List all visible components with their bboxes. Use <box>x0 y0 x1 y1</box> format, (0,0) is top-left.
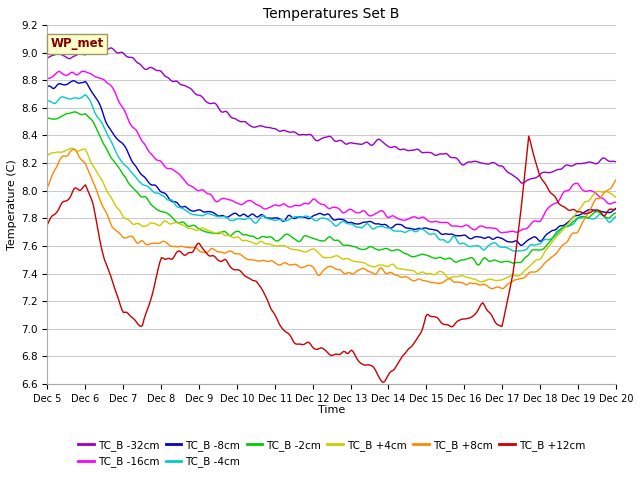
TC_B -2cm <box>243 232 251 238</box>
TC_B -2cm <box>612 210 620 216</box>
TC_B -8cm <box>44 84 51 89</box>
TC_B -8cm <box>243 214 251 219</box>
TC_B +8cm <box>488 286 496 291</box>
TC_B +8cm <box>294 263 301 268</box>
TC_B -2cm <box>115 165 122 170</box>
TC_B -2cm <box>214 230 222 236</box>
TC_B +12cm <box>525 133 532 139</box>
TC_B -8cm <box>517 242 525 248</box>
TC_B -4cm <box>234 216 241 222</box>
Line: TC_B -8cm: TC_B -8cm <box>47 81 616 245</box>
TC_B +12cm <box>241 274 249 279</box>
TC_B -32cm <box>243 120 251 126</box>
TC_B +8cm <box>214 249 222 255</box>
TC_B -2cm <box>584 215 591 221</box>
TC_B +8cm <box>243 256 251 262</box>
TC_B -4cm <box>214 214 222 220</box>
TC_B +12cm <box>232 267 240 273</box>
TC_B +12cm <box>584 210 591 216</box>
TC_B -16cm <box>243 198 251 204</box>
TC_B +8cm <box>70 146 78 152</box>
TC_B -4cm <box>511 248 518 254</box>
TC_B +8cm <box>584 212 591 217</box>
TC_B +4cm <box>115 206 122 212</box>
TC_B -4cm <box>115 155 122 160</box>
TC_B -4cm <box>243 216 251 221</box>
X-axis label: Time: Time <box>318 405 345 415</box>
TC_B -8cm <box>612 205 620 211</box>
TC_B -4cm <box>612 214 620 219</box>
TC_B -16cm <box>44 75 51 81</box>
TC_B -8cm <box>69 78 77 84</box>
TC_B -16cm <box>214 198 222 204</box>
TC_B -32cm <box>294 131 301 137</box>
Y-axis label: Temperature (C): Temperature (C) <box>7 159 17 250</box>
TC_B -32cm <box>518 180 526 186</box>
Line: TC_B -16cm: TC_B -16cm <box>47 71 616 233</box>
TC_B -32cm <box>584 159 591 165</box>
Line: TC_B -32cm: TC_B -32cm <box>47 48 616 183</box>
TC_B +4cm <box>44 153 51 158</box>
TC_B +8cm <box>612 177 620 183</box>
TC_B -32cm <box>115 50 122 56</box>
TC_B +12cm <box>44 221 51 227</box>
TC_B -4cm <box>44 98 51 104</box>
TC_B -32cm <box>612 159 620 165</box>
TC_B +12cm <box>292 341 300 347</box>
TC_B +4cm <box>243 238 251 243</box>
TC_B -32cm <box>94 45 102 50</box>
TC_B -16cm <box>584 188 591 194</box>
TC_B +12cm <box>213 256 221 262</box>
TC_B -2cm <box>44 116 51 121</box>
TC_B -8cm <box>115 138 122 144</box>
TC_B -16cm <box>115 98 122 104</box>
TC_B -2cm <box>234 228 241 234</box>
TC_B +4cm <box>214 229 222 235</box>
TC_B +8cm <box>115 230 122 236</box>
TC_B -4cm <box>584 215 591 220</box>
Line: TC_B -2cm: TC_B -2cm <box>47 112 616 265</box>
TC_B +4cm <box>584 199 591 204</box>
Text: WP_met: WP_met <box>51 37 104 50</box>
TC_B -16cm <box>498 230 506 236</box>
TC_B -4cm <box>294 214 301 220</box>
TC_B -4cm <box>82 92 90 97</box>
TC_B +12cm <box>380 380 387 385</box>
Title: Temperatures Set B: Temperatures Set B <box>264 7 400 21</box>
TC_B -8cm <box>214 213 222 219</box>
TC_B -2cm <box>70 109 78 115</box>
Line: TC_B +12cm: TC_B +12cm <box>47 136 616 383</box>
TC_B +4cm <box>234 234 241 240</box>
TC_B -32cm <box>214 105 222 110</box>
TC_B -2cm <box>474 262 482 268</box>
TC_B -32cm <box>234 117 241 123</box>
Line: TC_B +8cm: TC_B +8cm <box>47 149 616 288</box>
Line: TC_B -4cm: TC_B -4cm <box>47 95 616 251</box>
TC_B -2cm <box>294 239 301 244</box>
TC_B -8cm <box>584 207 591 213</box>
TC_B -16cm <box>612 199 620 205</box>
TC_B -16cm <box>234 200 241 206</box>
TC_B +4cm <box>477 279 485 285</box>
TC_B -16cm <box>79 68 86 74</box>
TC_B -8cm <box>234 212 241 217</box>
TC_B -16cm <box>294 203 301 208</box>
TC_B +12cm <box>612 206 620 212</box>
TC_B +4cm <box>294 247 301 253</box>
TC_B +8cm <box>44 184 51 190</box>
TC_B -8cm <box>294 215 301 220</box>
Line: TC_B +4cm: TC_B +4cm <box>47 148 616 282</box>
TC_B +12cm <box>113 292 121 298</box>
TC_B -32cm <box>44 55 51 61</box>
TC_B +8cm <box>234 251 241 257</box>
TC_B +4cm <box>612 194 620 200</box>
Legend: TC_B -32cm, TC_B -16cm, TC_B -8cm, TC_B -4cm, TC_B -2cm, TC_B +4cm, TC_B +8cm, T: TC_B -32cm, TC_B -16cm, TC_B -8cm, TC_B … <box>74 436 589 471</box>
TC_B +4cm <box>67 145 75 151</box>
